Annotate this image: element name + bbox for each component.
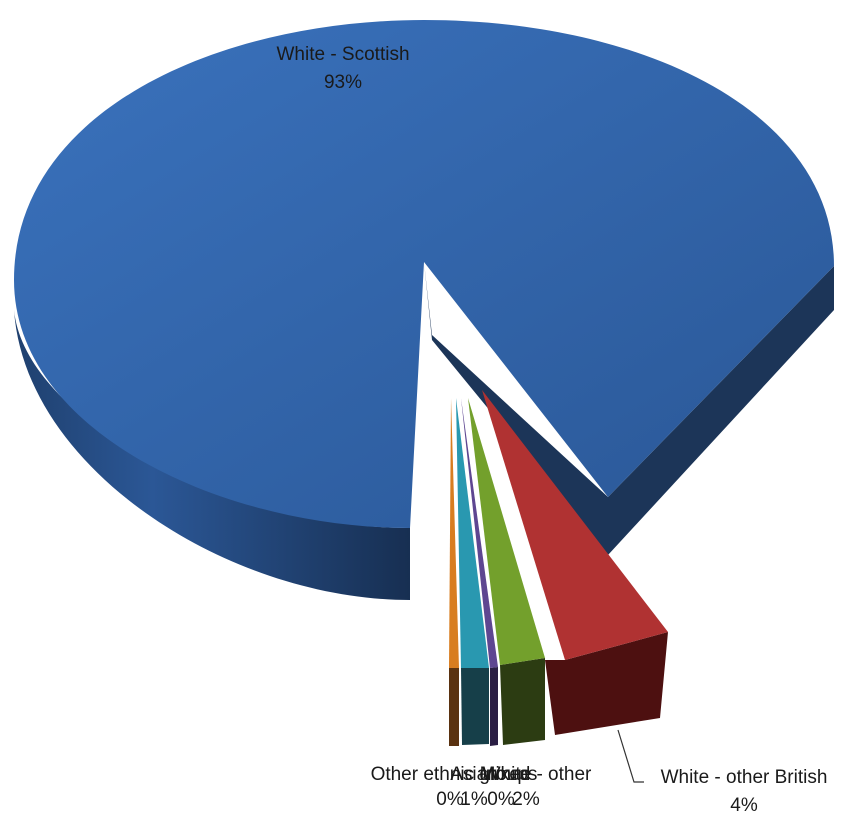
slice-white-other-british	[482, 390, 668, 735]
label-white-other: White - other	[483, 764, 592, 785]
label-white-other-percent: 2%	[512, 789, 540, 810]
slice-asian	[456, 398, 489, 745]
slice-other-ethnic-groups-side	[449, 668, 459, 746]
label-mixed: Mixed	[480, 764, 531, 785]
slice-white-scottish-wall	[424, 262, 834, 555]
label-asian-percent: 1%	[460, 789, 488, 810]
slice-asian-top	[456, 398, 489, 668]
slice-white-scottish-side	[14, 310, 410, 600]
slice-white-other-british-side	[545, 632, 668, 735]
slice-asian-side	[461, 668, 489, 745]
slice-white-other	[468, 398, 545, 745]
slice-white-other-top	[468, 398, 545, 665]
slice-white-scottish-top	[14, 20, 834, 528]
label-other-ethnic-groups-percent: 0%	[436, 789, 464, 810]
slice-other-ethnic-groups	[449, 398, 459, 746]
label-other-ethnic-groups: Other ethnic groups	[371, 764, 538, 785]
slice-other-ethnic-groups-top	[449, 398, 459, 668]
leader-line-white-other-british	[617, 729, 644, 783]
label-white-other-british-percent: 4%	[730, 795, 758, 813]
slice-mixed	[461, 398, 498, 746]
slice-white-scottish	[14, 20, 834, 600]
slice-white-other-british-top	[482, 390, 668, 660]
slice-mixed-top	[461, 398, 498, 668]
label-white-scottish: White - Scottish	[276, 44, 409, 65]
label-asian: Asian	[450, 764, 498, 785]
label-white-scottish-percent: 93%	[324, 72, 362, 93]
label-white-other-british: White - other British	[661, 767, 828, 788]
slice-mixed-side	[490, 667, 498, 746]
slice-white-other-side	[500, 658, 545, 745]
label-mixed-percent: 0%	[487, 789, 515, 810]
